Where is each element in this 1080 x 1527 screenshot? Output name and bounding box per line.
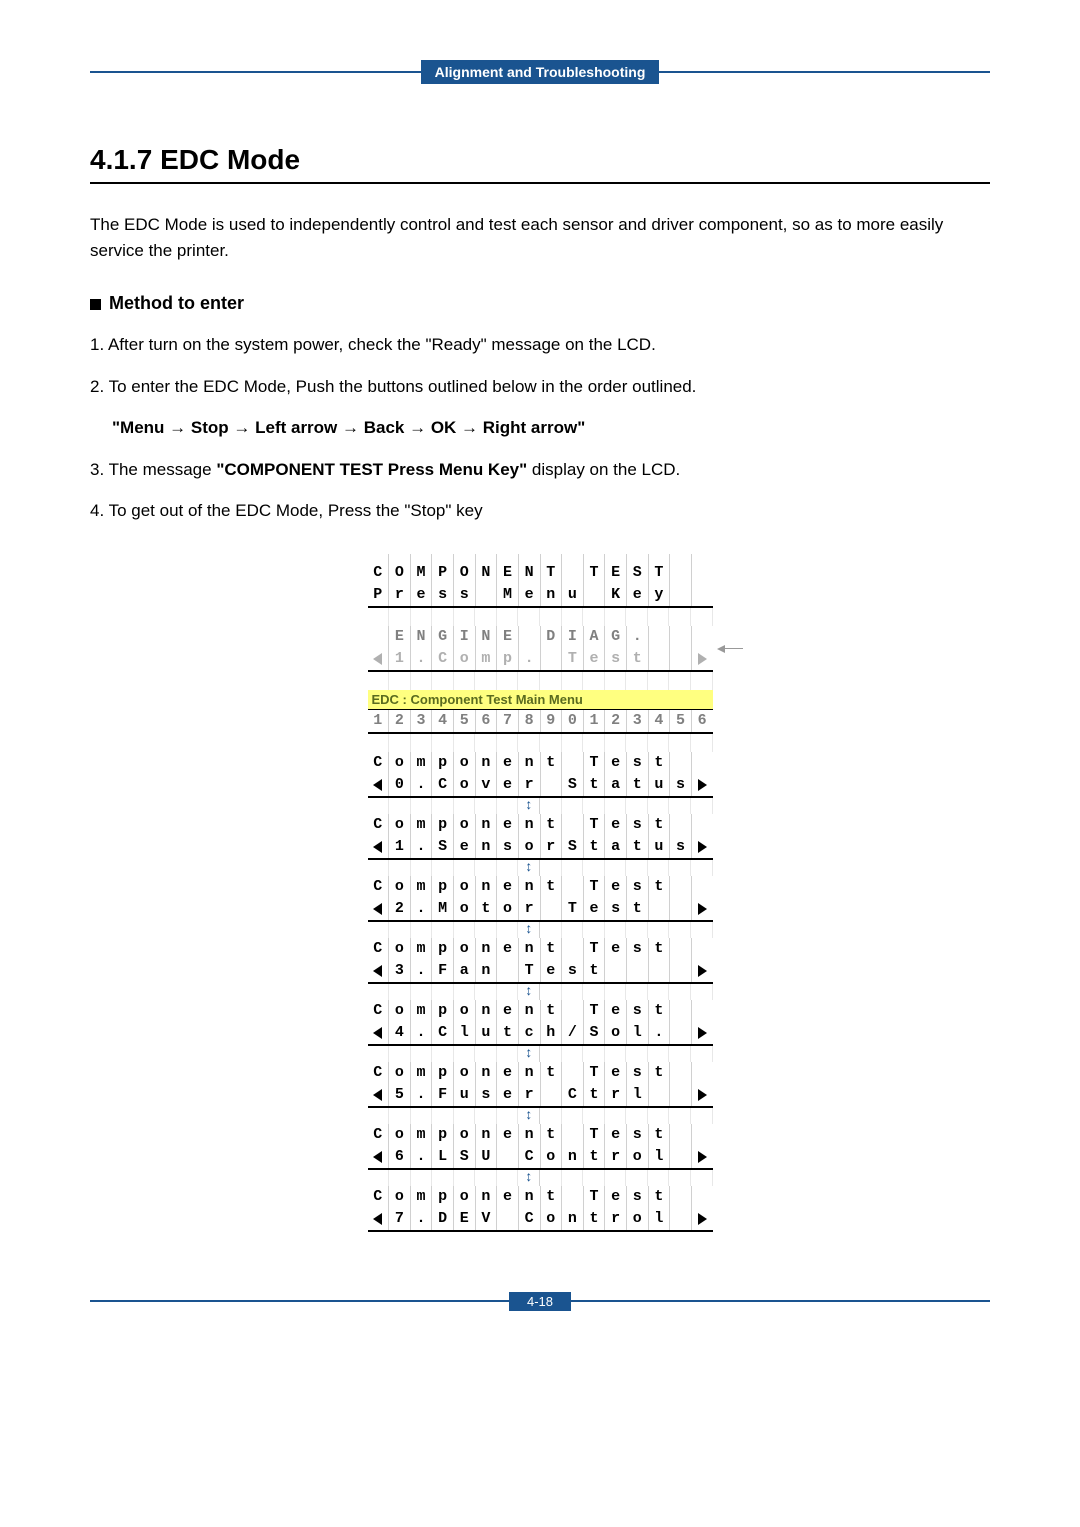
- arrow-left-icon: [373, 1089, 382, 1101]
- arrow-left-icon: [373, 965, 382, 977]
- updown-arrow-icon: ↕: [525, 1170, 533, 1186]
- updown-arrow-icon: ↕: [525, 984, 533, 1000]
- arrow-left-icon: [373, 779, 382, 791]
- lcd-row: ComponentTest: [368, 1186, 713, 1208]
- lcd-row: 6.LSUControl: [368, 1146, 713, 1168]
- arrow-right-icon: [698, 779, 707, 791]
- lcd-row: COMPONENTTEST: [368, 562, 713, 584]
- footer-line-left: [90, 1300, 509, 1302]
- pointer-arrow-icon: [717, 645, 743, 653]
- lcd-row: 7.DEVControl: [368, 1208, 713, 1230]
- header-border: Alignment and Troubleshooting: [90, 60, 990, 84]
- arrow-right-icon: [698, 653, 707, 665]
- lcd-row: ComponentTest: [368, 876, 713, 898]
- page-number: 4-18: [509, 1292, 571, 1311]
- step-1: 1. After turn on the system power, check…: [90, 332, 990, 358]
- arrow-right-icon: [698, 903, 707, 915]
- lcd-row: 1.Comp.Test: [368, 648, 713, 670]
- lcd-row: ComponentTest: [368, 1062, 713, 1084]
- lcd-row: 2.MotorTest: [368, 898, 713, 920]
- lcd-underline: [368, 1230, 713, 1232]
- main-menu-label: EDC : Component Test Main Menu: [368, 690, 713, 710]
- arrow-right-icon: [698, 841, 707, 853]
- header-line-left: [90, 71, 421, 73]
- updown-arrow-icon: ↕: [525, 922, 533, 938]
- footer: 4-18: [90, 1292, 990, 1311]
- step-4: 4. To get out of the EDC Mode, Press the…: [90, 498, 990, 524]
- lcd-row: PressMenuKey: [368, 584, 713, 606]
- lcd-row: 3.FanTest: [368, 960, 713, 982]
- arrow-left-icon: [373, 841, 382, 853]
- lcd-numbers-row: 1234567890123456: [368, 710, 713, 732]
- arrow-right-icon: [698, 965, 707, 977]
- lcd-row: ComponentTest: [368, 938, 713, 960]
- intro-paragraph: The EDC Mode is used to independently co…: [90, 212, 990, 263]
- lcd-row: 1.SensorStatus: [368, 836, 713, 858]
- lcd-underline: [368, 670, 713, 672]
- section-heading: 4.1.7 EDC Mode: [90, 144, 990, 184]
- arrow-left-icon: [373, 903, 382, 915]
- step-2-line2: "Menu → Stop → Left arrow → Back → OK → …: [90, 415, 990, 441]
- lcd-row: 0.CoverStatus: [368, 774, 713, 796]
- header-line-right: [659, 71, 990, 73]
- square-bullet-icon: [90, 299, 101, 310]
- lcd-row: 4.Clutch/Sol.: [368, 1022, 713, 1044]
- lcd-row: 5.FuserCtrl: [368, 1084, 713, 1106]
- updown-arrow-icon: ↕: [525, 1046, 533, 1062]
- footer-line-right: [571, 1300, 990, 1302]
- lcd-row: ComponentTest: [368, 814, 713, 836]
- header-title: Alignment and Troubleshooting: [421, 60, 660, 84]
- arrow-left-icon: [373, 1213, 382, 1225]
- lcd-display: COMPONENTTEST PressMenuKey ENGINEDIAG. 1…: [368, 554, 713, 1232]
- method-heading: Method to enter: [90, 293, 990, 314]
- arrow-left-icon: [373, 1027, 382, 1039]
- arrow-left-icon: [373, 1151, 382, 1163]
- arrow-right-icon: [698, 1089, 707, 1101]
- lcd-row: ComponentTest: [368, 1124, 713, 1146]
- lcd-row: ComponentTest: [368, 1000, 713, 1022]
- arrow-right-icon: [698, 1027, 707, 1039]
- step-2-line1: 2. To enter the EDC Mode, Push the butto…: [90, 374, 990, 400]
- lcd-row: ComponentTest: [368, 752, 713, 774]
- updown-arrow-icon: ↕: [525, 860, 533, 876]
- arrow-right-icon: [698, 1151, 707, 1163]
- arrow-left-icon: [373, 653, 382, 665]
- updown-arrow-icon: ↕: [525, 798, 533, 814]
- step-3: 3. The message "COMPONENT TEST Press Men…: [90, 457, 990, 483]
- updown-arrow-icon: ↕: [525, 1108, 533, 1124]
- arrow-right-icon: [698, 1213, 707, 1225]
- lcd-row: ENGINEDIAG.: [368, 626, 713, 648]
